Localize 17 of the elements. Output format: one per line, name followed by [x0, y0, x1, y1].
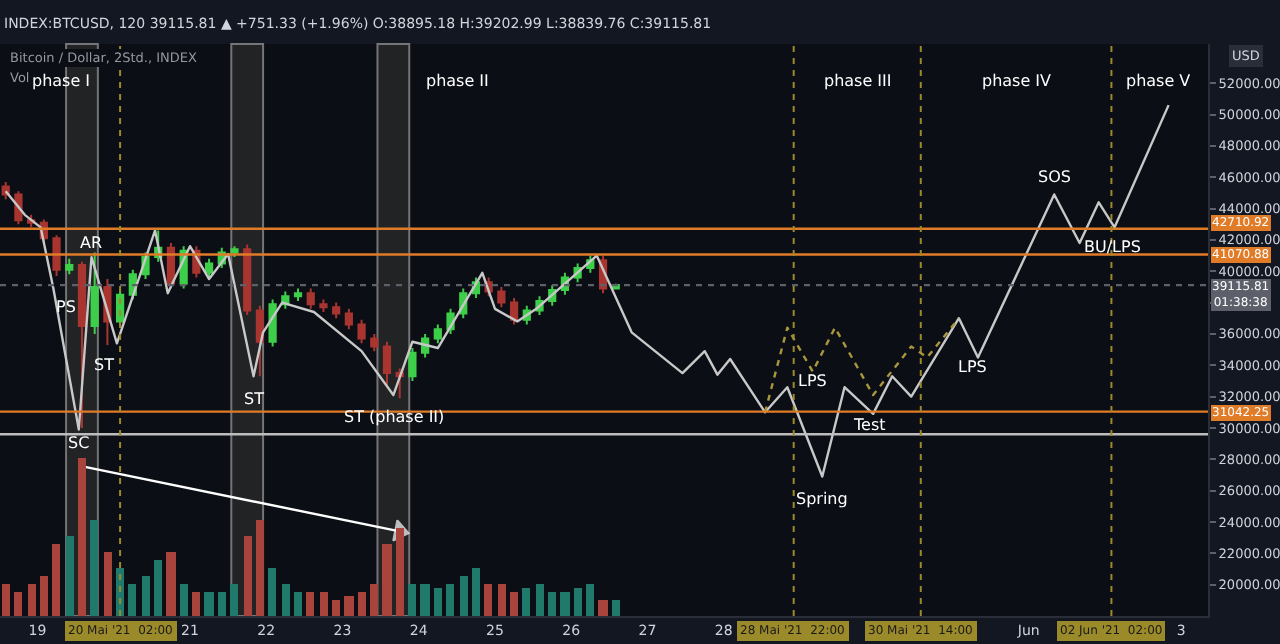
annotation: phase IV — [982, 72, 1053, 90]
annotation: AR — [80, 234, 103, 252]
annotation: ST — [244, 390, 265, 408]
annotation: SOS — [1038, 168, 1071, 186]
annotation: phase V — [1126, 72, 1192, 90]
annotation: LPS — [798, 372, 827, 390]
annotation: Test — [852, 416, 886, 434]
annotation: LPS — [958, 358, 987, 376]
annotation: BU/LPS — [1084, 238, 1141, 256]
annotation: phase II — [426, 72, 489, 90]
annotation: ST — [94, 356, 115, 374]
annotation: SC — [68, 434, 91, 452]
annotation: phase III — [824, 72, 892, 90]
annotation: Spring — [796, 490, 848, 508]
annotation: PS — [56, 298, 76, 316]
annotation: ST (phase II) — [344, 408, 445, 426]
annotation: phase I — [32, 72, 91, 90]
